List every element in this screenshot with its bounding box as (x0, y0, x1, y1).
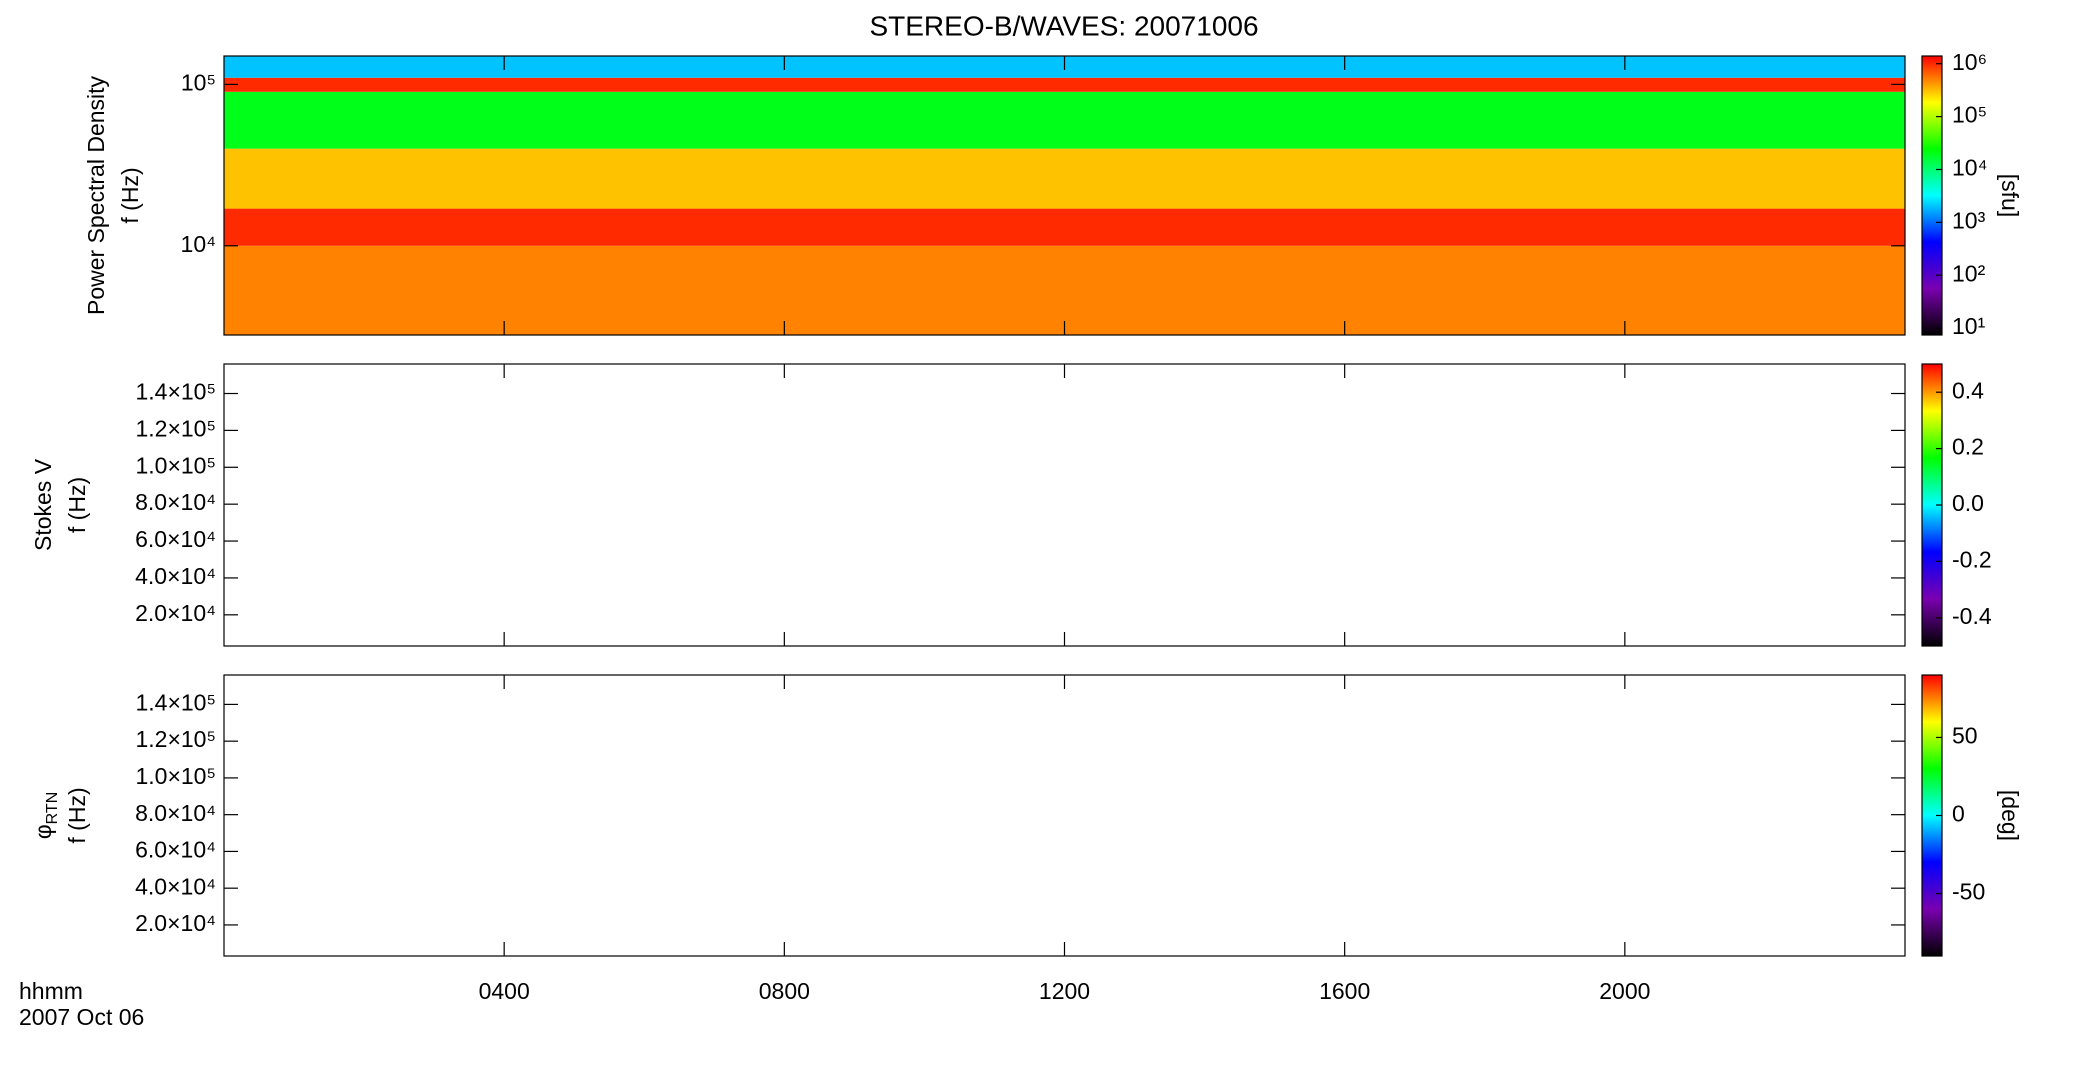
y-tick-label: 8.0×10⁴ (135, 489, 216, 515)
colorbar-tick-label: 10⁵ (1952, 102, 1987, 128)
colorbar-tick-label: 10⁶ (1952, 49, 1987, 75)
heatmap-cell (224, 148, 1905, 209)
plot-frame (223, 363, 1906, 647)
colorbar-tick-label: 0 (1952, 801, 1965, 827)
quantity-symbol: φ (30, 824, 56, 839)
y-tick-label: 10⁴ (181, 231, 216, 257)
colorbar-tick-label: -0.2 (1952, 546, 1992, 572)
colorbar-tick-label: 50 (1952, 723, 1978, 749)
y-tick-label: 6.0×10⁴ (135, 837, 216, 863)
y-axis-label: f (Hz) (64, 787, 90, 843)
colorbar-label: [deg] (1997, 790, 2023, 841)
colorbar-tick-label: -50 (1952, 879, 1985, 905)
chart-title: STEREO-B/WAVES: 20071006 (869, 10, 1258, 41)
heatmap-cell (224, 245, 1905, 335)
y-tick-label: 8.0×10⁴ (135, 800, 216, 826)
x-tick-label: 2000 (1599, 978, 1650, 1004)
y-tick-label: 2.0×10⁴ (135, 910, 216, 936)
y-tick-label: 4.0×10⁴ (135, 563, 216, 589)
colorbar-tick-label: 0.2 (1952, 434, 1984, 460)
y-axis-quantity: φRTN (30, 792, 61, 840)
colorbar (1921, 55, 1943, 336)
y-tick-label: 1.0×10⁵ (135, 763, 216, 789)
heatmap-cell (224, 208, 1905, 246)
y-axis-label: f (Hz) (117, 167, 143, 223)
colorbar-tick-label: 10² (1952, 260, 1986, 286)
x-tick-label: 1600 (1319, 978, 1370, 1004)
x-tick-label: 0800 (759, 978, 810, 1004)
x-tick-label: 1200 (1039, 978, 1090, 1004)
heatmap-cell (224, 77, 1905, 92)
quantity-subscript: RTN (44, 792, 61, 825)
heatmap-cell (224, 91, 1905, 149)
y-tick-label: 1.2×10⁵ (135, 415, 216, 441)
y-tick-label: 6.0×10⁴ (135, 526, 216, 552)
colorbar-tick-label: 10¹ (1952, 313, 1986, 339)
plot-frame (223, 674, 1906, 957)
y-tick-label: 1.0×10⁵ (135, 452, 216, 478)
colorbar-tick-label: 10³ (1952, 207, 1986, 233)
y-tick-label: 1.2×10⁵ (135, 726, 216, 752)
colorbar-tick-label: 0.0 (1952, 490, 1984, 516)
x-tick-label: 0400 (479, 978, 530, 1004)
x-axis-date: 2007 Oct 06 (19, 1004, 144, 1030)
y-tick-label: 10⁵ (181, 69, 216, 95)
y-tick-label: 1.4×10⁵ (135, 379, 216, 405)
y-tick-label: 1.4×10⁵ (135, 689, 216, 715)
colorbar-tick-label: -0.4 (1952, 603, 1992, 629)
colorbar-tick-label: 0.4 (1952, 377, 1984, 403)
y-tick-label: 2.0×10⁴ (135, 600, 216, 626)
colorbar-label: [sfu] (1997, 174, 2023, 217)
y-axis-label: f (Hz) (64, 477, 90, 533)
colorbar-tick-label: 10⁴ (1952, 155, 1987, 181)
y-axis-quantity: Stokes V (30, 458, 56, 551)
y-axis-quantity: Power Spectral Density (83, 75, 109, 315)
y-tick-label: 4.0×10⁴ (135, 873, 216, 899)
x-axis-label: hhmm (19, 978, 83, 1004)
